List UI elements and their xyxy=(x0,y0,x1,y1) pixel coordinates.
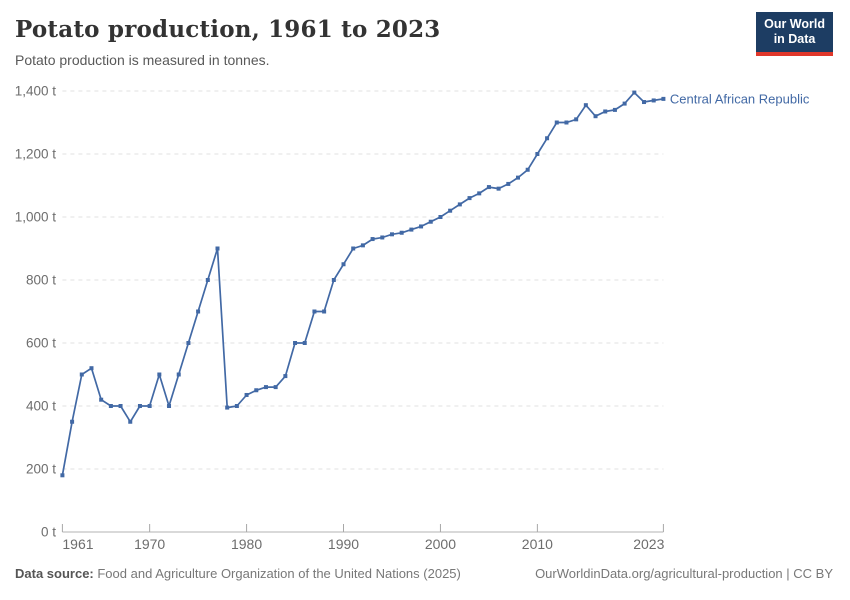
data-point[interactable] xyxy=(457,202,462,207)
data-point[interactable] xyxy=(118,404,123,408)
data-point[interactable] xyxy=(108,404,113,408)
y-axis-label: 1,000 t xyxy=(15,210,57,225)
y-axis-label: 600 t xyxy=(26,336,56,351)
data-point[interactable] xyxy=(167,404,172,408)
data-point[interactable] xyxy=(215,246,220,251)
owid-logo-line2: in Data xyxy=(773,32,816,47)
footer-link[interactable]: OurWorldinData.org/agricultural-producti… xyxy=(535,566,833,581)
data-point[interactable] xyxy=(583,103,588,108)
owid-logo-line1: Our World xyxy=(764,17,825,31)
x-axis-label: 1990 xyxy=(328,536,359,552)
data-point[interactable] xyxy=(60,473,65,478)
data-point[interactable] xyxy=(196,309,201,314)
y-axis-label: 0 t xyxy=(41,525,56,540)
data-point[interactable] xyxy=(341,262,346,267)
data-point[interactable] xyxy=(661,96,666,101)
data-point[interactable] xyxy=(273,385,278,390)
y-axis-label: 1,400 t xyxy=(15,84,57,99)
data-point[interactable] xyxy=(525,167,530,172)
x-axis-label: 1970 xyxy=(134,536,165,552)
data-point[interactable] xyxy=(263,385,268,390)
data-point[interactable] xyxy=(554,120,559,125)
x-axis-label: 2010 xyxy=(522,536,553,552)
data-point[interactable] xyxy=(293,341,298,345)
data-point[interactable] xyxy=(186,341,191,345)
line-chart: 0 t 200 t 400 t 600 t 800 t 1,000 t 1,200 t 1,4… xyxy=(15,84,810,553)
data-point[interactable] xyxy=(593,114,598,119)
data-point[interactable] xyxy=(399,230,404,235)
data-point[interactable] xyxy=(322,309,327,314)
series-line[interactable] xyxy=(61,91,664,476)
data-point[interactable] xyxy=(254,388,259,393)
y-axis-label: 1,200 t xyxy=(15,147,57,162)
data-point[interactable] xyxy=(99,397,104,402)
data-point[interactable] xyxy=(225,405,230,410)
data-point[interactable] xyxy=(448,208,453,213)
page-subtitle: Potato production is measured in tonnes. xyxy=(15,52,270,68)
data-point[interactable] xyxy=(477,191,482,196)
data-point[interactable] xyxy=(632,90,637,95)
data-point[interactable] xyxy=(438,215,443,219)
x-axis-label: 1980 xyxy=(231,536,262,552)
owid-logo[interactable]: Our World in Data xyxy=(756,12,833,56)
data-point[interactable] xyxy=(428,219,433,224)
data-point[interactable] xyxy=(486,185,491,190)
data-point[interactable] xyxy=(545,136,550,141)
chart-footer: Data source: Food and Agriculture Organi… xyxy=(15,566,833,581)
data-point[interactable] xyxy=(409,227,414,232)
data-point[interactable] xyxy=(564,120,569,125)
data-point[interactable] xyxy=(642,100,647,105)
data-point[interactable] xyxy=(331,278,336,282)
data-point[interactable] xyxy=(515,175,520,180)
data-point[interactable] xyxy=(176,372,181,377)
data-point[interactable] xyxy=(467,196,472,201)
data-point[interactable] xyxy=(137,404,142,408)
data-point[interactable] xyxy=(370,237,375,242)
data-source-text: Food and Agriculture Organization of the… xyxy=(93,566,461,581)
data-point[interactable] xyxy=(612,107,617,112)
data-point[interactable] xyxy=(244,392,249,397)
data-point[interactable] xyxy=(351,246,356,251)
page-title: Potato production, 1961 to 2023 xyxy=(15,16,441,43)
data-point[interactable] xyxy=(419,224,424,229)
data-point[interactable] xyxy=(70,419,75,424)
data-point[interactable] xyxy=(234,404,239,408)
data-point[interactable] xyxy=(157,372,162,377)
data-point[interactable] xyxy=(205,278,210,282)
x-axis-label: 2023 xyxy=(633,536,664,552)
x-axis-label: 1961 xyxy=(62,536,93,552)
data-point[interactable] xyxy=(128,419,133,424)
data-point[interactable] xyxy=(622,101,627,106)
data-point[interactable] xyxy=(360,243,365,248)
data-point[interactable] xyxy=(535,152,540,156)
y-axis-label: 400 t xyxy=(26,399,56,414)
data-source-label: Data source: xyxy=(15,566,94,581)
data-point[interactable] xyxy=(79,372,84,377)
data-point[interactable] xyxy=(651,98,656,103)
y-axis-label: 200 t xyxy=(26,462,56,477)
data-point[interactable] xyxy=(147,404,152,408)
series-end-label[interactable]: Central African Republic xyxy=(670,91,810,106)
data-point[interactable] xyxy=(89,366,94,371)
y-axis-label: 800 t xyxy=(26,273,56,288)
x-axis-label: 2000 xyxy=(425,536,456,552)
data-point[interactable] xyxy=(380,235,385,240)
data-point[interactable] xyxy=(389,232,394,237)
data-point[interactable] xyxy=(283,374,288,379)
data-point[interactable] xyxy=(506,181,511,186)
data-point[interactable] xyxy=(574,117,579,122)
data-point[interactable] xyxy=(496,186,501,191)
data-point[interactable] xyxy=(312,309,317,314)
data-point[interactable] xyxy=(603,109,608,114)
data-point[interactable] xyxy=(302,341,307,345)
data-source: Data source: Food and Agriculture Organi… xyxy=(15,566,461,581)
